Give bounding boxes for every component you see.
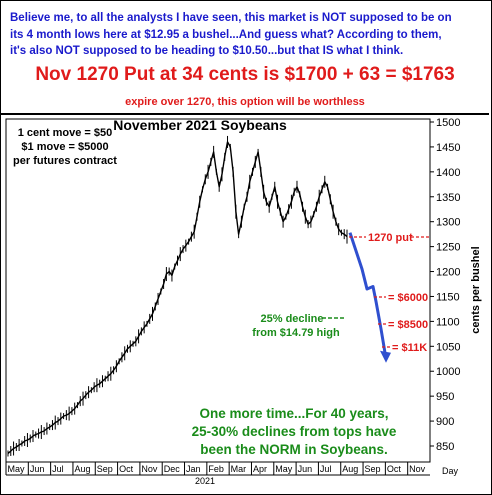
p8500-label: = $8500	[388, 319, 428, 331]
x-tick-label: Aug	[74, 464, 90, 474]
y-tick-label: 1350	[436, 192, 460, 204]
x-tick-label: Sep	[365, 464, 381, 474]
x-ticks: May Jun Jul Aug Sep Oct Nov Dec Jan Feb Mar Apr May J…	[5, 462, 426, 475]
y-tick-label: 1000	[436, 366, 460, 378]
chart-title: November 2021 Soybeans	[113, 117, 287, 133]
y-tick-label: 1400	[436, 167, 460, 179]
bottom-note-1: One more time...For 40 years,	[199, 406, 388, 421]
y-tick-label: 1050	[436, 341, 460, 353]
x-tick-label: Jul	[52, 464, 64, 474]
x-tick-label: Feb	[208, 464, 224, 474]
y-tick-label: 1250	[436, 242, 460, 254]
projection-arrowhead	[380, 350, 391, 363]
x-tick-label: Oct	[119, 464, 134, 474]
x-tick-label: Jul	[320, 464, 332, 474]
projection-arrow	[348, 232, 391, 363]
subheadline: expire over 1270, this option will be wo…	[125, 96, 365, 108]
y-tick-label: 1300	[436, 217, 460, 229]
x-tick-label: Jan	[186, 464, 201, 474]
header-line-1: Believe me, to all the analysts I have s…	[10, 12, 452, 24]
x-tick-label: Oct	[387, 464, 402, 474]
x-tick-label: Sep	[97, 464, 113, 474]
p11k-label: = $11K	[392, 342, 427, 354]
projection-line	[348, 232, 388, 360]
move-note-1: 1 cent move = $50	[18, 127, 112, 139]
header-box: Believe me, to all the analysts I have s…	[1, 1, 489, 115]
x-tick-label: Nov	[141, 464, 158, 474]
y-tick-label: 1150	[436, 291, 460, 303]
move-note-2: $1 move = $5000	[21, 141, 108, 153]
x-tick-label: Jun	[298, 464, 313, 474]
p6000-label: = $6000	[388, 292, 428, 304]
x-tick-label: Aug	[342, 464, 358, 474]
x-tick-label: May	[8, 464, 26, 474]
bottom-note-3: been the NORM in Soybeans.	[200, 442, 388, 457]
y-tick-label: 950	[436, 391, 454, 403]
y-axis-label: cents per bushel	[470, 246, 482, 333]
y-tick-label: 1450	[436, 142, 460, 154]
move-note-3: per futures contract	[13, 155, 117, 167]
x-tick-label: Nov	[409, 464, 426, 474]
y-ticks: 850 900 950 1000 1050 1100 1150 1200 1250 1300 135…	[430, 117, 460, 453]
y-tick-label: 1500	[436, 117, 460, 129]
x-tick-label: Mar	[231, 464, 247, 474]
header-line-2: its 4 month lows here at $12.95 a bushel…	[10, 29, 442, 41]
price-series	[7, 135, 348, 457]
header-line-3: it's also NOT supposed to be heading to …	[10, 45, 404, 57]
y-tick-label: 900	[436, 416, 454, 428]
y-tick-label: 850	[436, 441, 454, 453]
x-axis-label: Day	[442, 466, 459, 476]
y-tick-label: 1200	[436, 267, 460, 279]
x-tick-label: Dec	[164, 464, 181, 474]
x-tick-label: Apr	[253, 464, 267, 474]
put-label: 1270 put	[368, 232, 413, 244]
x-tick-label: May	[275, 464, 293, 474]
year-label: 2021	[195, 476, 215, 486]
decline-note-2: from $14.79 high	[252, 327, 340, 339]
bottom-note-2: 25-30% declines from tops have	[192, 424, 397, 439]
decline-note-1: 25% decline	[261, 313, 324, 325]
headline: Nov 1270 Put at 34 cents is $1700 + 63 =…	[35, 64, 455, 85]
x-tick-label: Jun	[30, 464, 45, 474]
y-tick-label: 1100	[436, 316, 460, 328]
